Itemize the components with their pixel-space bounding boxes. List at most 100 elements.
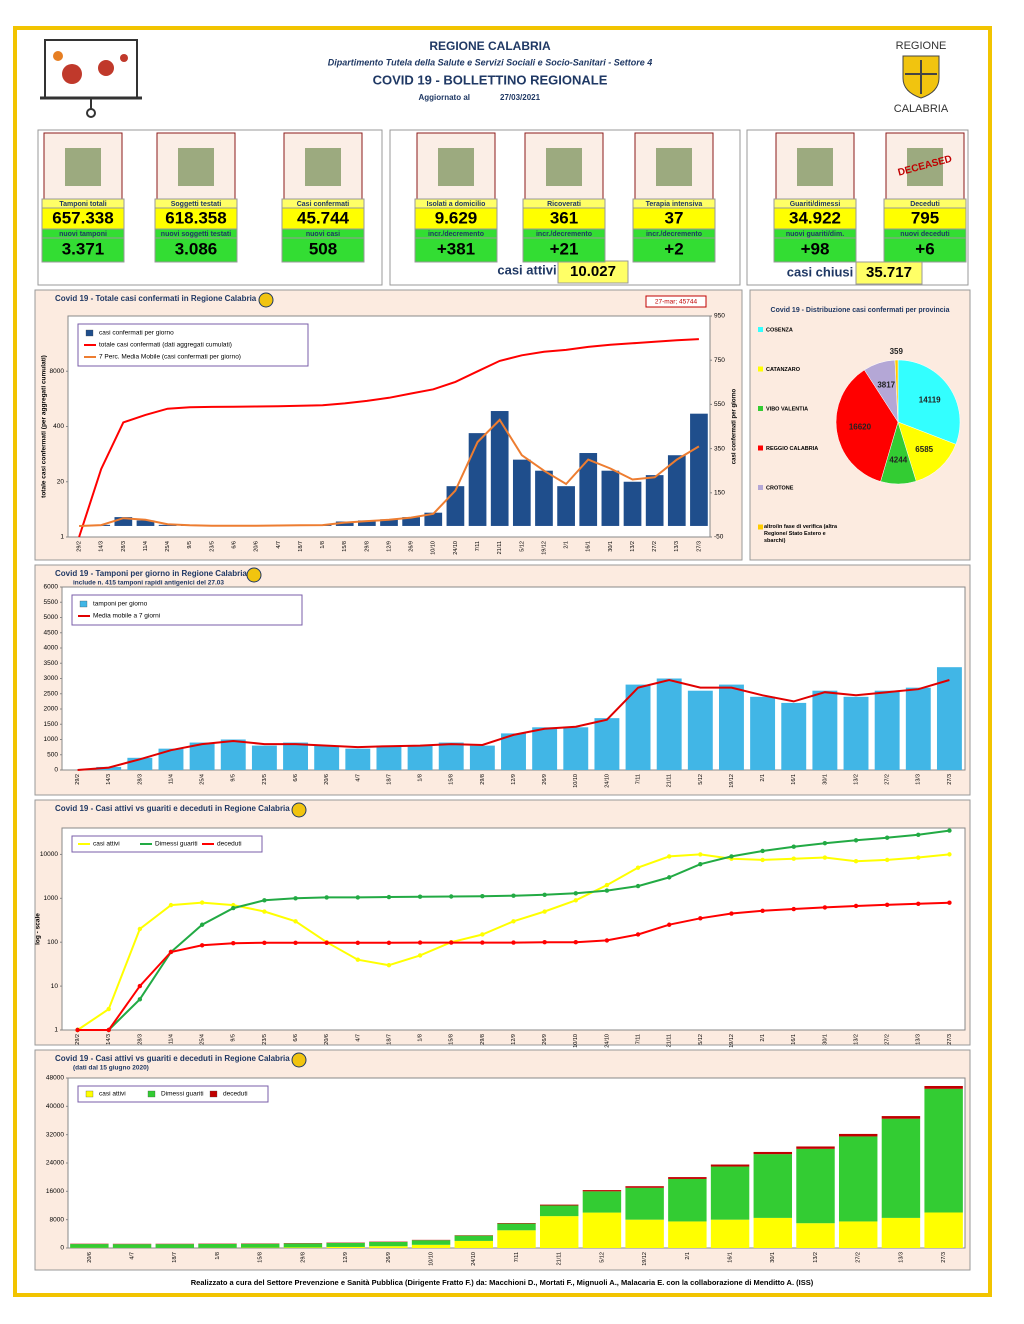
bar-segment (326, 1242, 365, 1247)
x-tick-label: 13/3 (674, 541, 680, 552)
x-tick-label: 27/2 (856, 1252, 862, 1263)
point (293, 919, 298, 924)
kpi-sub-label: nuovi casi (306, 231, 340, 238)
kpi-sub-label: incr./decremento (536, 231, 592, 238)
bar (358, 520, 376, 526)
bar (490, 411, 509, 526)
x-tick-label: 27/2 (885, 774, 891, 785)
legend-label: COSENZA (766, 327, 793, 333)
point (324, 940, 329, 945)
point (137, 997, 143, 1002)
kpi-group (389, 129, 741, 286)
bar (158, 524, 177, 526)
point (480, 932, 485, 937)
point (480, 940, 485, 945)
x-tick-label: 6/6 (293, 774, 299, 782)
point (75, 1027, 80, 1033)
legend-label: casi attivi (99, 1091, 126, 1098)
kpi-sub-label: nuovi guariti/dim. (786, 231, 844, 238)
slice-label: 3817 (877, 381, 895, 390)
point (853, 859, 859, 864)
point (760, 857, 765, 863)
legend-label: totale casi confermati (dati aggregati c… (99, 342, 232, 349)
kpi-sub-value: +2 (664, 239, 683, 258)
x-tick-label: 13/2 (630, 541, 636, 552)
closed-value: 35.717 (866, 264, 912, 281)
bar (314, 745, 340, 770)
x-tick-label: 21/11 (667, 774, 673, 787)
bar (936, 667, 962, 770)
logo-cross (905, 60, 937, 94)
x-tick-label: 13/3 (916, 1034, 922, 1045)
x-tick-label: 29/2 (77, 541, 83, 552)
legend-swatch (209, 1090, 218, 1098)
legend-swatch (79, 600, 88, 608)
bar-segment (369, 1241, 408, 1247)
closed-label: casi chiusi (787, 264, 853, 279)
x-tick-label: 16/1 (791, 774, 797, 785)
kpi-label: Deceduti (910, 201, 940, 208)
x-tick-label: 21/11 (557, 1252, 563, 1265)
x-tick-label: 27/3 (941, 1252, 947, 1263)
bar-segment (497, 1223, 536, 1231)
kpi-sub-value-box (632, 237, 716, 263)
kpi-value: 795 (911, 208, 939, 227)
x-tick-label: 5/12 (599, 1252, 605, 1263)
y-tick-label: 1000 (44, 736, 59, 743)
y2-tick-label: 750 (714, 357, 725, 364)
y2-axis-label: casi confermati per giorno (732, 388, 738, 464)
bar-segment (411, 1240, 451, 1245)
point (853, 838, 859, 843)
slice-label: 6585 (915, 445, 933, 454)
point (573, 898, 578, 903)
x-tick-label: 26/9 (409, 541, 415, 552)
y-tick-label: 2500 (44, 690, 59, 697)
legend-swatch (85, 329, 94, 337)
legend-swatch (147, 1090, 156, 1098)
bar-segment (326, 1246, 365, 1248)
bar-segment (582, 1212, 622, 1248)
kpi-icon-shape (305, 148, 341, 186)
point (231, 940, 236, 946)
x-tick-label: 16/1 (728, 1252, 734, 1263)
kpi-value: 657.338 (52, 208, 113, 227)
bar-segment (539, 1204, 579, 1206)
kpi-icon-shape (178, 148, 214, 186)
bar (220, 739, 246, 770)
bar (438, 742, 464, 770)
bar-segment (838, 1136, 878, 1222)
kpi-sub-value-box (883, 237, 967, 263)
legend-label: casi confermati per giorno (99, 330, 174, 337)
point (449, 940, 454, 945)
x-tick-label: 11/4 (168, 774, 174, 784)
x-tick-label: 29/8 (364, 541, 370, 552)
point (199, 900, 205, 905)
y-axis-label: totale casi confermati (per aggregati cu… (41, 355, 48, 498)
bar-segment (924, 1212, 963, 1248)
pie-slice (897, 359, 961, 445)
logo-top: REGIONE (896, 40, 947, 52)
x-tick-label: 30/1 (822, 774, 828, 785)
kpi-value: 9.629 (435, 208, 478, 227)
point (480, 893, 485, 899)
bar-segment (625, 1186, 664, 1188)
y-tick-label: 20 (57, 478, 65, 485)
bar (380, 519, 398, 526)
bar-segment (625, 1187, 664, 1220)
x-tick-label: 7/11 (514, 1252, 520, 1262)
x-tick-label: 2/1 (760, 774, 766, 782)
bar (579, 453, 598, 526)
x-tick-label: 9/5 (231, 774, 237, 782)
point (417, 894, 423, 899)
x-tick-label: 15/8 (258, 1252, 264, 1263)
point (791, 856, 796, 861)
pie-slice (894, 359, 899, 423)
x-tick-label: 23/5 (262, 774, 268, 785)
x-tick-label: 7/11 (636, 1034, 642, 1044)
x-tick-label: 23/5 (262, 1034, 268, 1045)
kpi-icon-shape (907, 148, 943, 186)
legend-swatch (758, 485, 763, 490)
bar-segment (796, 1146, 835, 1149)
line (78, 338, 699, 538)
kpi-sub-label: nuovi deceduti (900, 231, 949, 238)
